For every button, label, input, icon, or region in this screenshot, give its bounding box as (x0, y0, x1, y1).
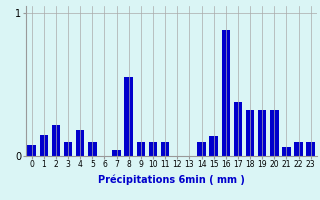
Bar (161, 142, 169, 156)
Bar (234, 102, 242, 156)
Bar (221, 30, 230, 156)
Bar (52, 125, 60, 156)
Bar (246, 110, 254, 156)
Bar (76, 130, 84, 156)
Bar (258, 110, 267, 156)
Bar (209, 136, 218, 156)
Bar (40, 135, 48, 156)
Bar (88, 142, 97, 156)
Bar (197, 142, 206, 156)
X-axis label: Précipitations 6min ( mm ): Précipitations 6min ( mm ) (98, 175, 244, 185)
Bar (124, 77, 133, 156)
Bar (307, 142, 315, 156)
Bar (270, 110, 279, 156)
Bar (28, 145, 36, 156)
Bar (112, 150, 121, 156)
Bar (64, 142, 72, 156)
Bar (137, 142, 145, 156)
Bar (149, 142, 157, 156)
Bar (282, 147, 291, 156)
Bar (294, 142, 303, 156)
